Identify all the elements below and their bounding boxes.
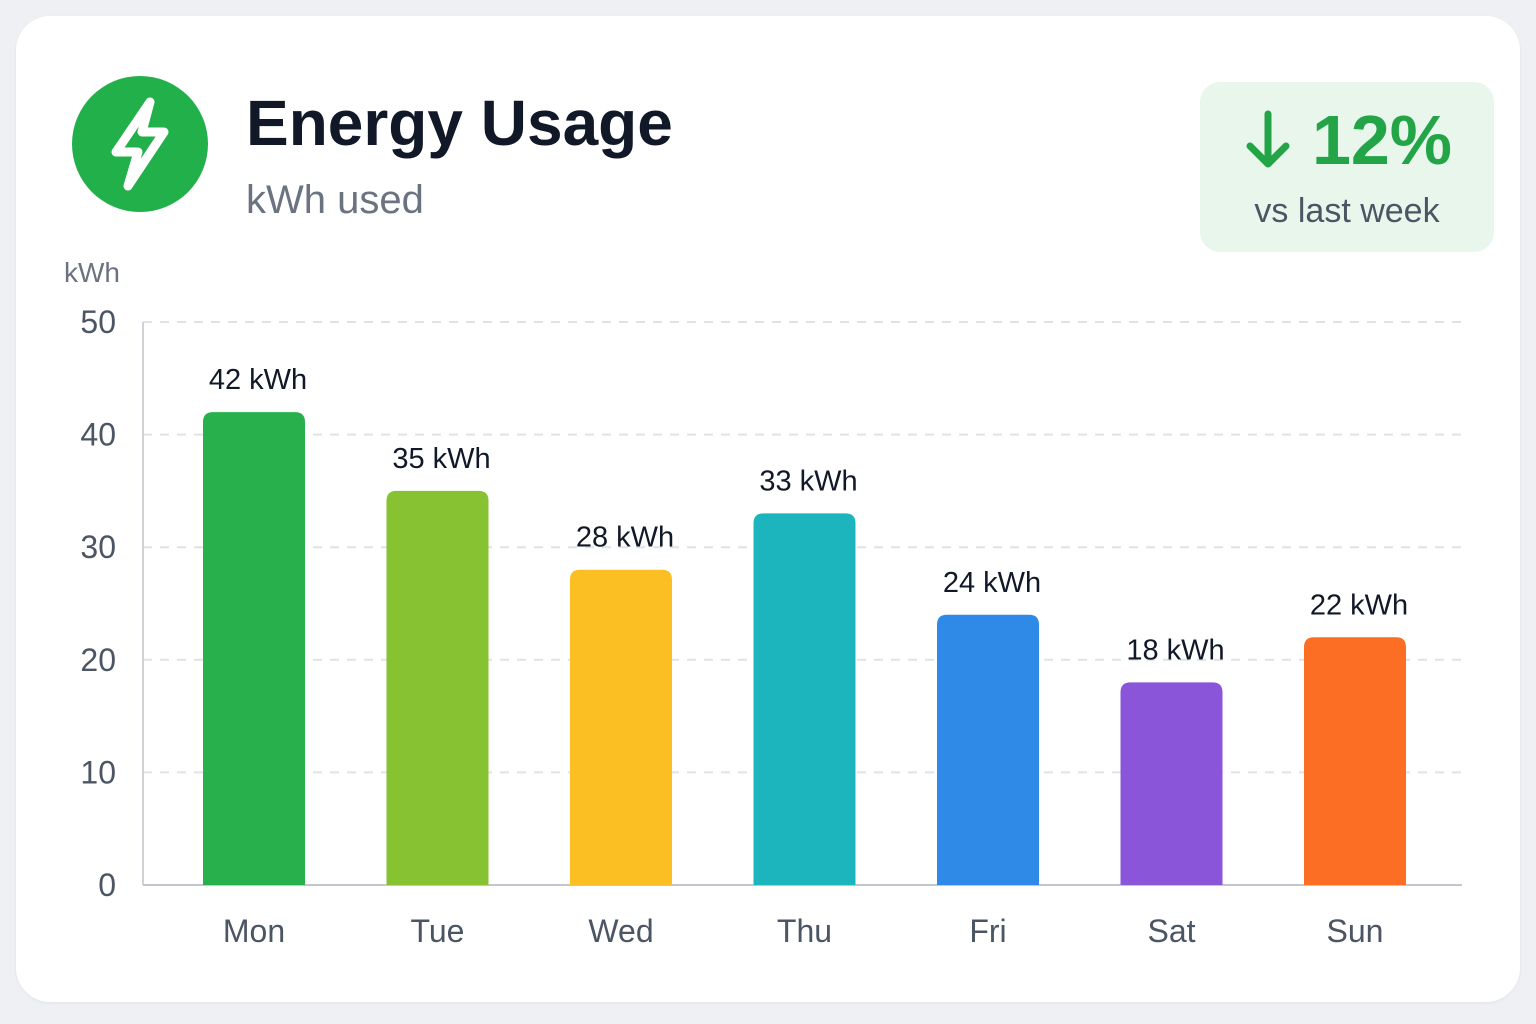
change-value: 12% <box>1311 101 1453 179</box>
y-tick-label: 50 <box>80 304 116 340</box>
x-tick-label: Mon <box>223 913 285 949</box>
change-label: vs last week <box>1254 192 1440 230</box>
y-tick-label: 40 <box>80 417 116 453</box>
y-tick-label: 30 <box>80 529 116 565</box>
page-title: Energy Usage <box>246 87 673 159</box>
x-tick-label: Thu <box>777 913 832 949</box>
arrow-down-icon <box>1242 108 1294 172</box>
y-axis-label: kWh <box>64 257 120 288</box>
bar-thu <box>753 513 856 885</box>
x-tick-label: Wed <box>588 913 653 949</box>
bar-fri <box>937 614 1039 885</box>
x-tick-label: Tue <box>411 913 465 949</box>
bar-sat <box>1120 682 1223 885</box>
data-label: 24 kWh <box>943 567 1041 599</box>
data-label: 22 kWh <box>1310 589 1408 621</box>
bar-tue <box>386 490 489 885</box>
x-tick-label: Sun <box>1327 913 1384 949</box>
data-label: 42 kWh <box>209 364 307 396</box>
change-badge: 12% vs last week <box>1200 82 1494 252</box>
x-tick-label: Fri <box>969 913 1006 949</box>
bar-mon <box>203 412 305 885</box>
data-label: 18 kWh <box>1126 634 1224 666</box>
y-tick-label: 10 <box>80 754 116 790</box>
y-tick-label: 20 <box>80 642 116 678</box>
y-tick-label: 0 <box>98 867 116 903</box>
data-label: 33 kWh <box>759 465 857 497</box>
bar-sun <box>1304 637 1406 885</box>
x-tick-label: Sat <box>1147 913 1195 949</box>
data-label: 35 kWh <box>392 443 490 475</box>
bar-wed <box>570 569 672 885</box>
data-label: 28 kWh <box>576 522 674 554</box>
lightning-bolt-icon <box>72 76 208 212</box>
page-subtitle: kWh used <box>246 178 424 222</box>
